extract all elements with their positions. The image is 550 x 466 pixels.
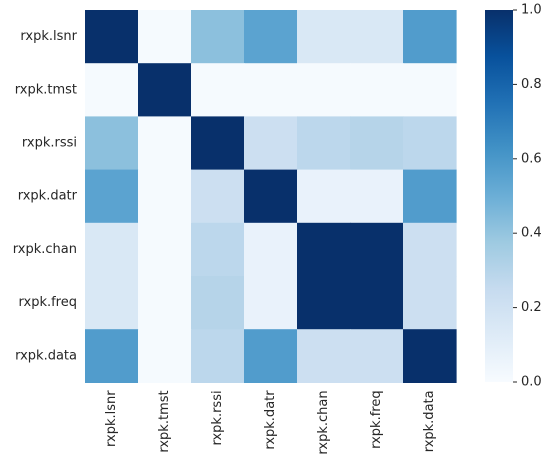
cell-rxpk.lsnr-rxpk.tmst [138,10,192,64]
y-tick-labels: rxpk.lsnr rxpk.tmst rxpk.rssi rxpk.datr rxpk… [13,29,78,363]
y-tick-label: rxpk.chan [13,242,77,257]
cell-rxpk.tmst-rxpk.rssi [191,63,245,117]
colorbar-tick-label: 0.0 [521,375,542,390]
x-tick-label: rxpk.chan [316,390,331,454]
colorbar-tick-label: 0.4 [521,226,542,241]
cell-rxpk.data-rxpk.data [403,329,457,383]
colorbar-tick-label: 1.0 [521,3,542,18]
cell-rxpk.tmst-rxpk.chan [297,63,351,117]
cell-rxpk.freq-rxpk.lsnr [85,276,139,330]
heatmap-cells [85,10,457,383]
cell-rxpk.rssi-rxpk.datr [244,116,298,171]
cell-rxpk.tmst-rxpk.tmst [138,63,192,117]
x-tick-label: rxpk.data [422,390,437,452]
cell-rxpk.freq-rxpk.freq [350,276,404,330]
y-tick-label: rxpk.rssi [22,136,77,151]
cell-rxpk.lsnr-rxpk.rssi [191,10,245,64]
cell-rxpk.rssi-rxpk.chan [297,116,351,171]
cell-rxpk.tmst-rxpk.freq [350,63,404,117]
cell-rxpk.freq-rxpk.tmst [138,276,192,330]
cell-rxpk.lsnr-rxpk.freq [350,10,404,64]
cell-rxpk.rssi-rxpk.lsnr [85,116,139,171]
y-tick-label: rxpk.data [15,348,77,363]
cell-rxpk.data-rxpk.lsnr [85,329,139,383]
cell-rxpk.chan-rxpk.rssi [191,222,245,277]
x-tick-label: rxpk.datr [263,390,278,450]
cell-rxpk.chan-rxpk.datr [244,222,298,277]
y-tick-label: rxpk.freq [19,295,78,310]
cell-rxpk.chan-rxpk.data [403,222,457,277]
cell-rxpk.lsnr-rxpk.datr [244,10,298,64]
x-tick-label: rxpk.freq [369,390,384,449]
cell-rxpk.rssi-rxpk.rssi [191,116,245,171]
cell-rxpk.data-rxpk.tmst [138,329,192,383]
cell-rxpk.tmst-rxpk.datr [244,63,298,117]
cell-rxpk.datr-rxpk.datr [244,169,298,224]
cell-rxpk.data-rxpk.freq [350,329,404,383]
cell-rxpk.data-rxpk.chan [297,329,351,383]
cell-rxpk.chan-rxpk.chan [297,222,351,277]
cell-rxpk.datr-rxpk.chan [297,169,351,224]
colorbar-tick-label: 0.8 [521,77,542,92]
x-tick-label: rxpk.lsnr [104,390,119,447]
cell-rxpk.data-rxpk.rssi [191,329,245,383]
cell-rxpk.datr-rxpk.tmst [138,169,192,224]
cell-rxpk.datr-rxpk.data [403,169,457,224]
colorbar [485,10,513,382]
cell-rxpk.lsnr-rxpk.data [403,10,457,64]
cell-rxpk.chan-rxpk.tmst [138,222,192,277]
cell-rxpk.chan-rxpk.freq [350,222,404,277]
cell-rxpk.lsnr-rxpk.chan [297,10,351,64]
cell-rxpk.freq-rxpk.data [403,276,457,330]
colorbar-tick-label: 0.6 [521,151,542,166]
cell-rxpk.datr-rxpk.lsnr [85,169,139,224]
cell-rxpk.data-rxpk.datr [244,329,298,383]
cell-rxpk.freq-rxpk.datr [244,276,298,330]
cell-rxpk.rssi-rxpk.data [403,116,457,171]
x-tick-labels: rxpk.lsnr rxpk.tmst rxpk.rssi rxpk.datr rxpk… [104,390,437,455]
cell-rxpk.tmst-rxpk.data [403,63,457,117]
cell-rxpk.freq-rxpk.rssi [191,276,245,330]
y-tick-label: rxpk.datr [18,189,78,204]
colorbar-tick-label: 0.2 [521,300,542,315]
cell-rxpk.datr-rxpk.freq [350,169,404,224]
cell-rxpk.tmst-rxpk.lsnr [85,63,139,117]
cell-rxpk.rssi-rxpk.freq [350,116,404,171]
cell-rxpk.lsnr-rxpk.lsnr [85,10,139,64]
cell-rxpk.rssi-rxpk.tmst [138,116,192,171]
y-tick-label: rxpk.lsnr [20,29,77,44]
cell-rxpk.freq-rxpk.chan [297,276,351,330]
x-tick-label: rxpk.rssi [210,390,225,445]
x-tick-label: rxpk.tmst [157,390,172,452]
y-tick-label: rxpk.tmst [15,82,77,97]
colorbar-ticks: 0.0 0.2 0.4 0.6 0.8 1.0 [513,3,542,390]
cell-rxpk.datr-rxpk.rssi [191,169,245,224]
cell-rxpk.chan-rxpk.lsnr [85,222,139,277]
